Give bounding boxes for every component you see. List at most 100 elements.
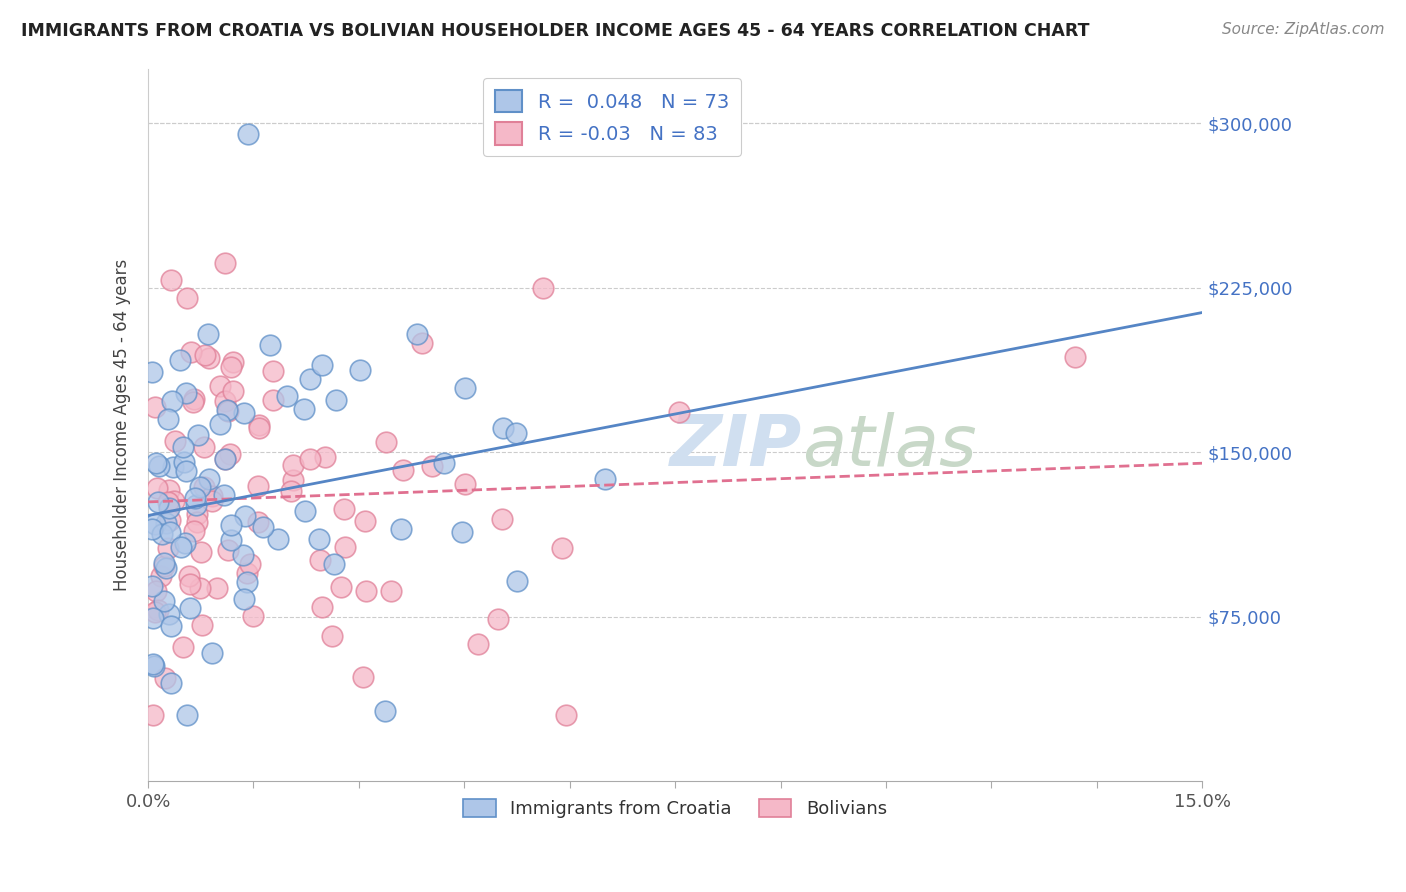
Point xyxy=(380,583,402,598)
Point xyxy=(172,440,194,454)
Point xyxy=(298,451,321,466)
Point xyxy=(191,618,214,632)
Point xyxy=(157,483,180,497)
Point xyxy=(215,403,238,417)
Point xyxy=(467,637,489,651)
Point xyxy=(292,402,315,417)
Point xyxy=(247,417,270,432)
Point xyxy=(179,576,201,591)
Point xyxy=(389,522,412,536)
Point xyxy=(219,360,242,375)
Point xyxy=(209,417,232,431)
Point xyxy=(146,495,169,509)
Point xyxy=(194,348,217,362)
Point xyxy=(236,566,259,580)
Point xyxy=(221,533,243,547)
Point xyxy=(219,447,242,461)
Y-axis label: Householder Income Ages 45 - 64 years: Householder Income Ages 45 - 64 years xyxy=(114,259,131,591)
Point xyxy=(321,629,343,643)
Point xyxy=(354,584,377,599)
Point xyxy=(242,609,264,624)
Point xyxy=(146,603,169,617)
Point xyxy=(551,541,574,556)
Point xyxy=(374,704,396,718)
Point xyxy=(352,670,374,684)
Point xyxy=(222,355,245,369)
Point xyxy=(179,600,201,615)
Point xyxy=(232,548,254,562)
Point xyxy=(153,556,176,570)
Point xyxy=(208,378,231,392)
Point xyxy=(217,403,239,417)
Point xyxy=(160,273,183,287)
Point xyxy=(217,543,239,558)
Point xyxy=(190,545,212,559)
Point xyxy=(188,480,211,494)
Point xyxy=(145,583,167,598)
Point xyxy=(391,463,413,477)
Point xyxy=(294,504,316,518)
Point xyxy=(214,452,236,467)
Point xyxy=(187,427,209,442)
Point xyxy=(153,559,176,574)
Point xyxy=(141,522,163,536)
Point xyxy=(149,569,172,583)
Point xyxy=(159,524,181,539)
Point xyxy=(246,479,269,493)
Point xyxy=(183,524,205,539)
Point xyxy=(325,393,347,408)
Point xyxy=(593,472,616,486)
Point xyxy=(219,518,242,533)
Point xyxy=(142,657,165,672)
Point xyxy=(247,420,270,434)
Point xyxy=(198,472,221,486)
Text: ZIP: ZIP xyxy=(669,411,801,481)
Point xyxy=(276,389,298,403)
Point xyxy=(239,557,262,571)
Point xyxy=(233,592,256,607)
Point xyxy=(173,455,195,469)
Point xyxy=(233,407,256,421)
Point xyxy=(157,607,180,621)
Point xyxy=(201,646,224,660)
Point xyxy=(311,599,333,614)
Point xyxy=(170,540,193,554)
Point xyxy=(349,363,371,377)
Point xyxy=(201,494,224,508)
Point xyxy=(246,515,269,529)
Point xyxy=(375,434,398,449)
Point xyxy=(262,364,284,378)
Point xyxy=(159,501,181,516)
Point xyxy=(1064,350,1087,364)
Point xyxy=(160,393,183,408)
Point xyxy=(309,553,332,567)
Point xyxy=(235,575,257,590)
Point xyxy=(420,458,443,473)
Text: atlas: atlas xyxy=(801,411,976,481)
Point xyxy=(180,345,202,359)
Point xyxy=(142,611,165,625)
Point xyxy=(433,456,456,470)
Point xyxy=(197,327,219,342)
Text: Source: ZipAtlas.com: Source: ZipAtlas.com xyxy=(1222,22,1385,37)
Point xyxy=(193,480,215,494)
Point xyxy=(165,434,187,449)
Point xyxy=(212,488,235,502)
Point xyxy=(157,494,180,508)
Point xyxy=(222,384,245,398)
Point xyxy=(281,473,304,487)
Point xyxy=(143,400,166,414)
Point xyxy=(162,460,184,475)
Point xyxy=(259,337,281,351)
Point xyxy=(143,516,166,531)
Point xyxy=(198,351,221,365)
Point xyxy=(146,481,169,495)
Point xyxy=(176,291,198,305)
Point xyxy=(188,581,211,595)
Point xyxy=(354,514,377,528)
Point xyxy=(159,513,181,527)
Point xyxy=(160,676,183,690)
Point xyxy=(186,498,208,512)
Text: IMMIGRANTS FROM CROATIA VS BOLIVIAN HOUSEHOLDER INCOME AGES 45 - 64 YEARS CORREL: IMMIGRANTS FROM CROATIA VS BOLIVIAN HOUS… xyxy=(21,22,1090,40)
Point xyxy=(181,394,204,409)
